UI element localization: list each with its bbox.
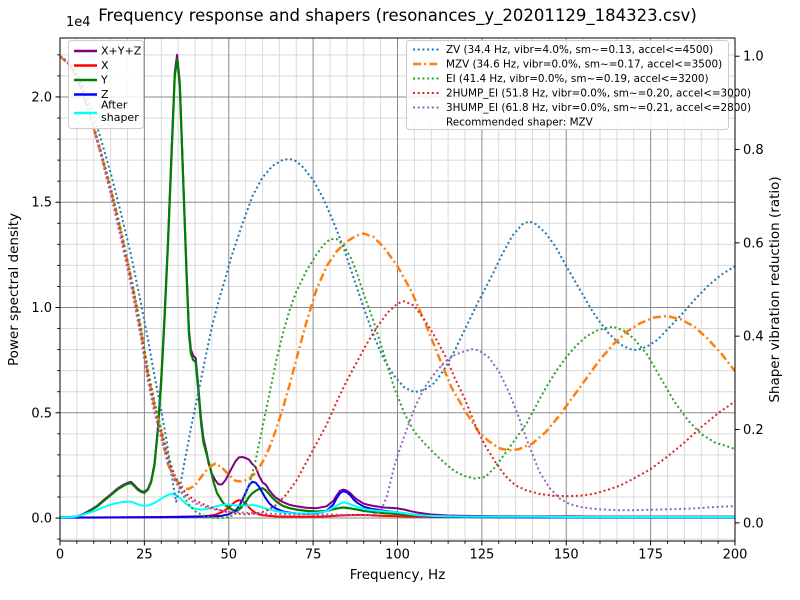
series-after-shaper	[60, 493, 735, 519]
chart-title: Frequency response and shapers (resonanc…	[98, 6, 697, 26]
x-tick-label: 175	[638, 548, 663, 563]
legend-left-label: After	[101, 99, 128, 112]
x-tick-label: 100	[385, 548, 410, 563]
legend-right-label: MZV (34.6 Hz, vibr=0.0%, sm~=0.17, accel…	[446, 59, 722, 71]
axes: 0 25 50 75 100 125 150 175 200 0.0 0.5 1.0 1.5 2.0 0.0…	[31, 37, 764, 563]
y-left-axis-label: Power spectral density	[6, 213, 22, 366]
legend-left-label: shaper	[101, 111, 139, 124]
legend-right-box	[406, 40, 729, 130]
y-right-tick-label: 1.0	[743, 50, 764, 65]
x-tick-label: 150	[554, 548, 579, 563]
legend-right-label: 2HUMP_EI (51.8 Hz, vibr=0.0%, sm~=0.20, …	[446, 88, 751, 100]
x-tick-label: 0	[56, 548, 64, 563]
y-left-tick-label: 2.0	[31, 90, 52, 105]
series-y	[60, 57, 735, 519]
grid-lines	[60, 38, 735, 541]
x-tick-label: 50	[220, 548, 237, 563]
y-right-tick-label: 0.6	[743, 236, 764, 251]
legend-left-label: X+Y+Z	[101, 45, 142, 58]
legend-left-label: X	[101, 59, 109, 72]
legend-right-label: EI (41.4 Hz, vibr=0.0%, sm~=0.19, accel<…	[446, 73, 709, 85]
legend-right-label: ZV (34.4 Hz, vibr=4.0%, sm~=0.13, accel<…	[446, 44, 713, 56]
x-tick-label: 200	[723, 548, 748, 563]
y-left-tick-label: 1.5	[31, 196, 52, 211]
y-axis-offset-text: 1e4	[66, 15, 91, 30]
legend-left-box	[68, 40, 144, 129]
y-left-tick-label: 0.0	[31, 512, 52, 527]
y-left-tick-label: 0.5	[31, 406, 52, 421]
series-2hump_ei	[60, 55, 735, 516]
legend-left-label: Y	[100, 74, 108, 87]
y-left-tick-label: 1.0	[31, 301, 52, 316]
series-ei	[60, 55, 735, 520]
x-tick-label: 25	[136, 548, 153, 563]
legend-right-label: 3HUMP_EI (61.8 Hz, vibr=0.0%, sm~=0.21, …	[446, 102, 751, 114]
y-right-tick-label: 0.0	[743, 516, 764, 531]
series-mzv	[60, 55, 735, 491]
x-axis-label: Frequency, Hz	[350, 567, 446, 583]
y-right-tick-label: 0.2	[743, 423, 764, 438]
legend-left-label: Z	[101, 88, 109, 101]
y-right-tick-label: 0.4	[743, 330, 764, 345]
x-tick-label: 125	[469, 548, 494, 563]
x-tick-label: 75	[305, 548, 322, 563]
recommended-shaper-note: Recommended shaper: MZV	[446, 117, 594, 129]
data-series	[60, 53, 735, 520]
y-right-tick-label: 0.8	[743, 143, 764, 158]
series-3hump_ei	[60, 55, 735, 517]
y-right-axis-label: Shaper vibration reduction (ratio)	[767, 176, 783, 402]
